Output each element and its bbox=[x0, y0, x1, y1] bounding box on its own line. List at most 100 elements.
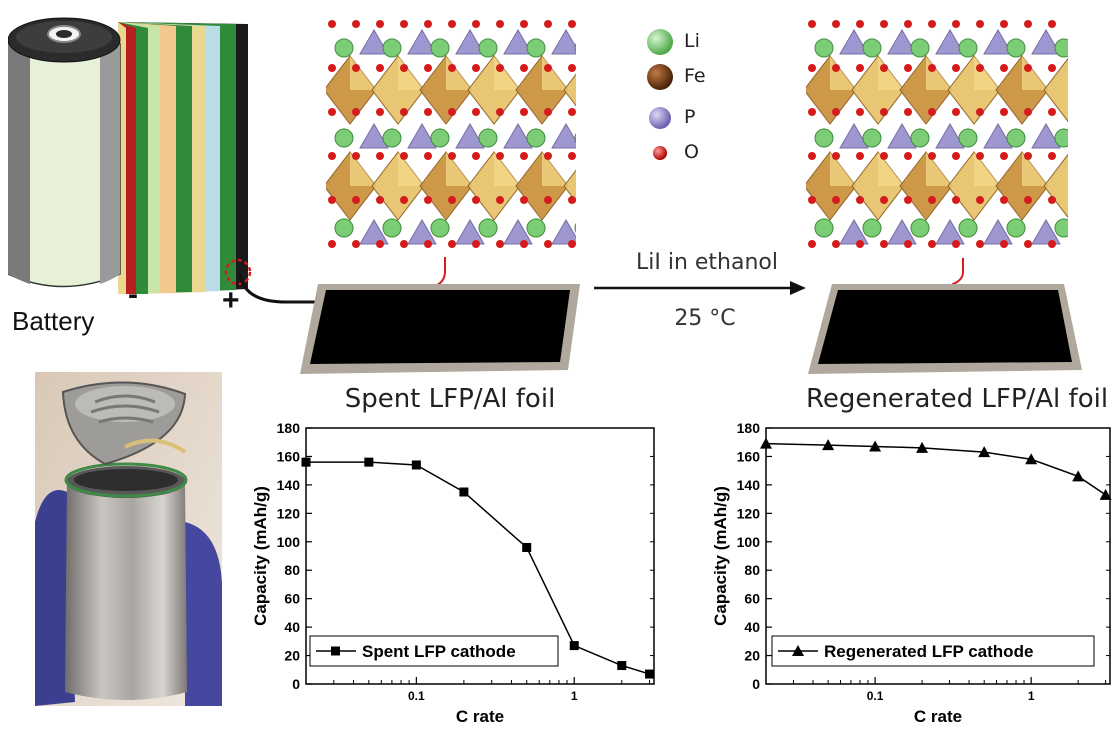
o-atom bbox=[352, 20, 360, 28]
feo6-octahedron bbox=[563, 169, 576, 203]
li-atom bbox=[334, 218, 354, 238]
y-tick-label: 0 bbox=[292, 676, 300, 692]
o-atom bbox=[928, 64, 936, 72]
feo6-octahedron bbox=[563, 73, 576, 107]
li-atom bbox=[334, 128, 354, 148]
po4-tetrahedron bbox=[935, 219, 965, 245]
o-atom bbox=[328, 196, 336, 204]
li-atom bbox=[574, 42, 576, 54]
li-atom-icon bbox=[647, 29, 673, 55]
battery-minus-sign: - bbox=[128, 278, 138, 311]
o-atom bbox=[376, 196, 384, 204]
x-tick-label: 1 bbox=[571, 689, 578, 703]
data-point bbox=[411, 460, 421, 470]
o-atom bbox=[976, 64, 984, 72]
li-atom bbox=[1006, 218, 1026, 238]
spent-foil-sheet bbox=[300, 284, 580, 374]
battery-illustration bbox=[8, 17, 252, 294]
o-atom bbox=[928, 108, 936, 116]
o-atom bbox=[448, 240, 456, 248]
y-tick-label: 40 bbox=[284, 619, 300, 635]
o-atom bbox=[904, 108, 912, 116]
po4-tetrahedron bbox=[983, 29, 1013, 55]
y-tick-label: 160 bbox=[277, 448, 301, 464]
po4-tetrahedron bbox=[503, 123, 533, 149]
y-tick-label: 80 bbox=[744, 562, 760, 578]
y-axis-label: Capacity (mAh/g) bbox=[251, 486, 270, 626]
o-atom bbox=[928, 20, 936, 28]
data-point bbox=[760, 437, 772, 449]
o-atom bbox=[1048, 64, 1056, 72]
po4-tetrahedron bbox=[887, 123, 917, 149]
o-atom bbox=[952, 152, 960, 160]
series-line bbox=[306, 461, 650, 675]
li-atom bbox=[814, 218, 834, 238]
legend-marker bbox=[792, 645, 804, 656]
o-atom bbox=[496, 196, 504, 204]
li-atom bbox=[862, 218, 882, 238]
fe-atom-icon bbox=[647, 64, 673, 90]
legend-fe-label: Fe bbox=[684, 65, 706, 87]
legend-label: Regenerated LFP cathode bbox=[824, 642, 1033, 661]
o-atom bbox=[976, 196, 984, 204]
o-atom bbox=[544, 20, 552, 28]
o-atom bbox=[520, 108, 528, 116]
li-atom bbox=[430, 38, 450, 58]
o-atom bbox=[904, 196, 912, 204]
po4-tetrahedron bbox=[551, 29, 576, 55]
o-atom bbox=[328, 240, 336, 248]
o-atom bbox=[376, 64, 384, 72]
po4-tetrahedron bbox=[551, 219, 576, 245]
o-atom bbox=[952, 240, 960, 248]
o-atom bbox=[376, 108, 384, 116]
x-tick-label: 0.1 bbox=[867, 689, 884, 703]
po4-tetrahedron bbox=[1031, 219, 1061, 245]
o-atom bbox=[904, 152, 912, 160]
o-atom bbox=[568, 152, 576, 160]
y-tick-label: 60 bbox=[284, 591, 300, 607]
y-tick-label: 120 bbox=[737, 505, 761, 521]
o-atom bbox=[1024, 240, 1032, 248]
legend-li-label: Li bbox=[684, 30, 700, 52]
po4-tetrahedron bbox=[839, 219, 869, 245]
o-atom bbox=[952, 20, 960, 28]
o-atom bbox=[1024, 64, 1032, 72]
o-atom bbox=[1000, 108, 1008, 116]
y-tick-label: 0 bbox=[752, 676, 760, 692]
li-atom bbox=[382, 218, 402, 238]
o-atom bbox=[544, 240, 552, 248]
o-atom bbox=[952, 108, 960, 116]
li-atom bbox=[958, 38, 978, 58]
feo6-facet bbox=[494, 56, 520, 90]
o-atom bbox=[424, 152, 432, 160]
o-atom bbox=[352, 64, 360, 72]
li-atom bbox=[1054, 218, 1068, 238]
li-atom bbox=[958, 218, 978, 238]
o-atom bbox=[448, 152, 456, 160]
o-atom bbox=[520, 64, 528, 72]
li-atom bbox=[1054, 128, 1068, 148]
o-atom bbox=[328, 20, 336, 28]
data-point bbox=[978, 446, 991, 458]
po4-tetrahedron bbox=[407, 219, 437, 245]
data-point bbox=[869, 440, 882, 452]
data-point bbox=[1072, 470, 1085, 482]
o-atom bbox=[928, 240, 936, 248]
data-point bbox=[916, 441, 929, 453]
o-atom bbox=[424, 108, 432, 116]
opened-cell-photo bbox=[35, 372, 222, 706]
o-atom bbox=[448, 196, 456, 204]
li-atom bbox=[334, 38, 354, 58]
o-atom bbox=[1000, 20, 1008, 28]
li-atom bbox=[574, 132, 576, 144]
o-atom bbox=[976, 152, 984, 160]
data-point bbox=[645, 669, 655, 679]
o-atom bbox=[808, 196, 816, 204]
o-atom bbox=[952, 196, 960, 204]
o-atom bbox=[880, 20, 888, 28]
regenerated-lfp-crystal-structure bbox=[806, 20, 1068, 248]
li-atom bbox=[382, 38, 402, 58]
regenerated-capacity-chart: 0 20 40 60 80 100 120 140 160 180 0.1 1 Capacity (mA… bbox=[711, 420, 1112, 726]
li-atom bbox=[1006, 128, 1026, 148]
o-atom bbox=[832, 240, 840, 248]
